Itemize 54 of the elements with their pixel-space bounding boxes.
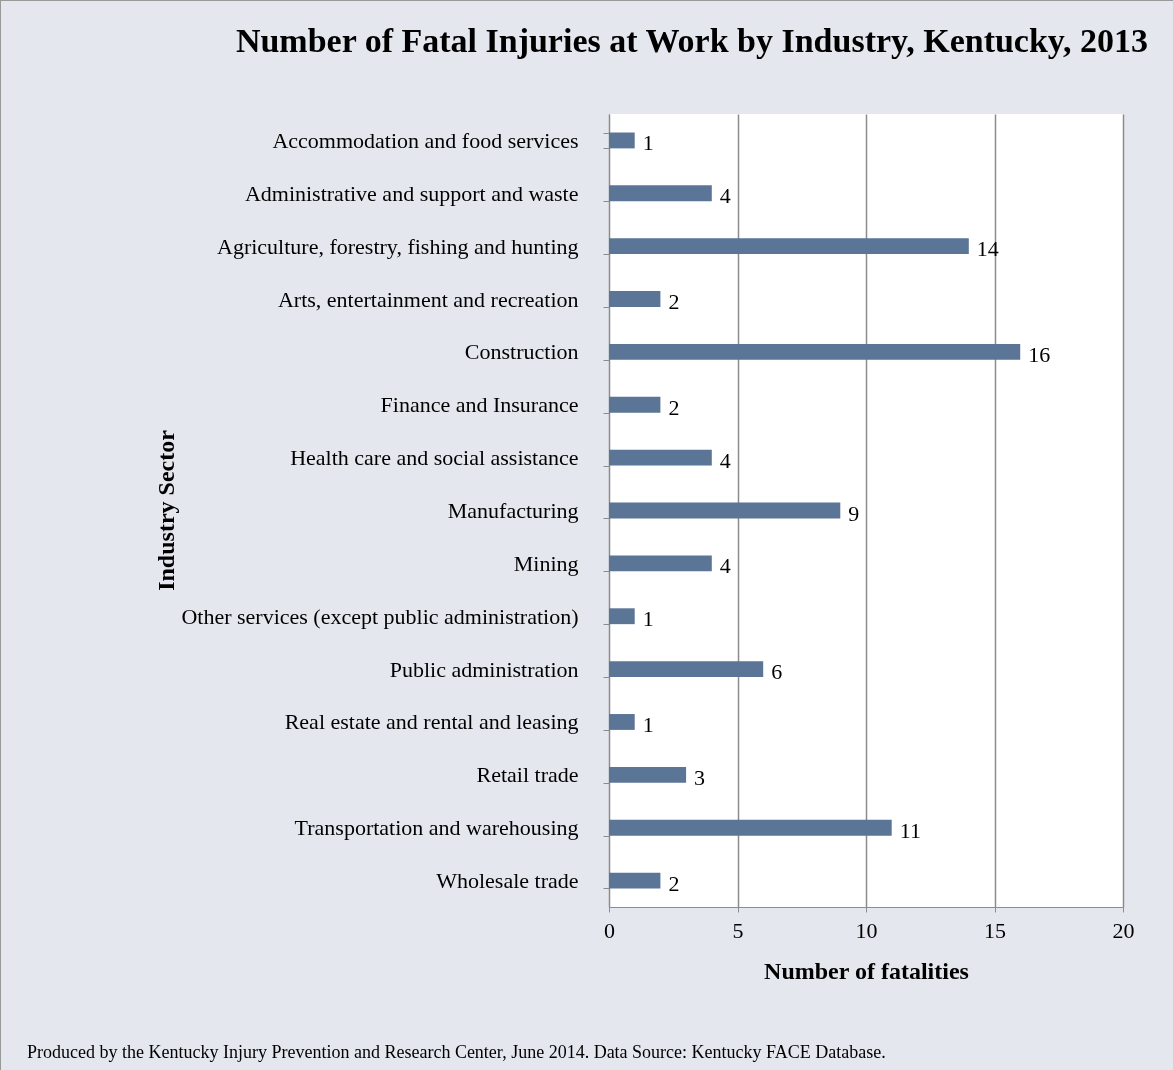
text: Produced by the Kentucky Injury Prevention and Research Center, June 2014. Data Source: Kentucky FACE Database. bbox=[27, 1042, 886, 1063]
chart-title: Number of Fatal Injuries at Work by Industry, Kentucky, 2013 bbox=[235, 22, 1148, 59]
y-tick-label: Finance and Insurance bbox=[380, 392, 579, 418]
y-tick-label: Mining bbox=[513, 550, 579, 576]
bar bbox=[609, 608, 635, 625]
x-axis-title: Number of fatalities bbox=[764, 957, 969, 984]
y-tick-label: Other services (except public administration) bbox=[181, 603, 579, 629]
y-tick-label: Real estate and rental and leasing bbox=[284, 709, 579, 735]
bar bbox=[609, 449, 712, 466]
bar bbox=[609, 502, 841, 519]
data-label: 1 bbox=[642, 606, 654, 632]
x-tick-label: 5 bbox=[732, 917, 744, 943]
bar bbox=[609, 872, 661, 889]
y-axis-title: Industry Sector bbox=[152, 429, 179, 591]
x-tick-label: 10 bbox=[855, 917, 878, 943]
data-label: 16 bbox=[1028, 341, 1051, 367]
data-label: 2 bbox=[668, 289, 680, 315]
data-label: 2 bbox=[668, 394, 680, 420]
y-tick-label: Wholesale trade bbox=[436, 868, 579, 894]
bar bbox=[609, 238, 969, 255]
data-label: 1 bbox=[642, 130, 654, 156]
y-tick-label: Agriculture, forestry, fishing and hunting bbox=[217, 233, 579, 259]
bar bbox=[609, 714, 635, 730]
data-label: 9 bbox=[848, 500, 860, 526]
y-tick-label: Administrative and support and waste bbox=[244, 180, 579, 206]
y-tick-label: Retail trade bbox=[476, 762, 579, 788]
data-label: 11 bbox=[899, 817, 921, 843]
y-tick-label: Arts, entertainment and recreation bbox=[277, 286, 579, 312]
bar bbox=[609, 555, 712, 572]
y-tick-label: Health care and social assistance bbox=[290, 445, 579, 471]
bar bbox=[609, 396, 661, 413]
bar bbox=[609, 185, 712, 202]
x-tick-label: 0 bbox=[604, 917, 615, 943]
bar bbox=[609, 132, 635, 149]
data-label: 1 bbox=[642, 711, 654, 737]
bar bbox=[609, 819, 892, 836]
y-tick-label: Public administration bbox=[389, 656, 579, 682]
y-tick-label: Accommodation and food services bbox=[272, 127, 579, 153]
bar bbox=[609, 661, 764, 678]
x-tick-label: 20 bbox=[1112, 917, 1135, 943]
data-label: 14 bbox=[976, 236, 999, 262]
data-label: 4 bbox=[719, 553, 731, 579]
data-label: 4 bbox=[719, 447, 731, 473]
data-label: 2 bbox=[668, 870, 680, 896]
y-tick-label: Construction bbox=[464, 339, 579, 365]
data-label: 6 bbox=[771, 659, 783, 685]
data-label: 4 bbox=[719, 183, 731, 209]
bar bbox=[609, 766, 687, 783]
data-label: 3 bbox=[694, 764, 706, 790]
x-tick-label: 15 bbox=[984, 917, 1006, 943]
y-tick-label: Manufacturing bbox=[447, 498, 579, 523]
y-tick-label: Transportation and warehousing bbox=[294, 815, 579, 841]
bar bbox=[609, 291, 661, 307]
bar bbox=[609, 343, 1021, 360]
